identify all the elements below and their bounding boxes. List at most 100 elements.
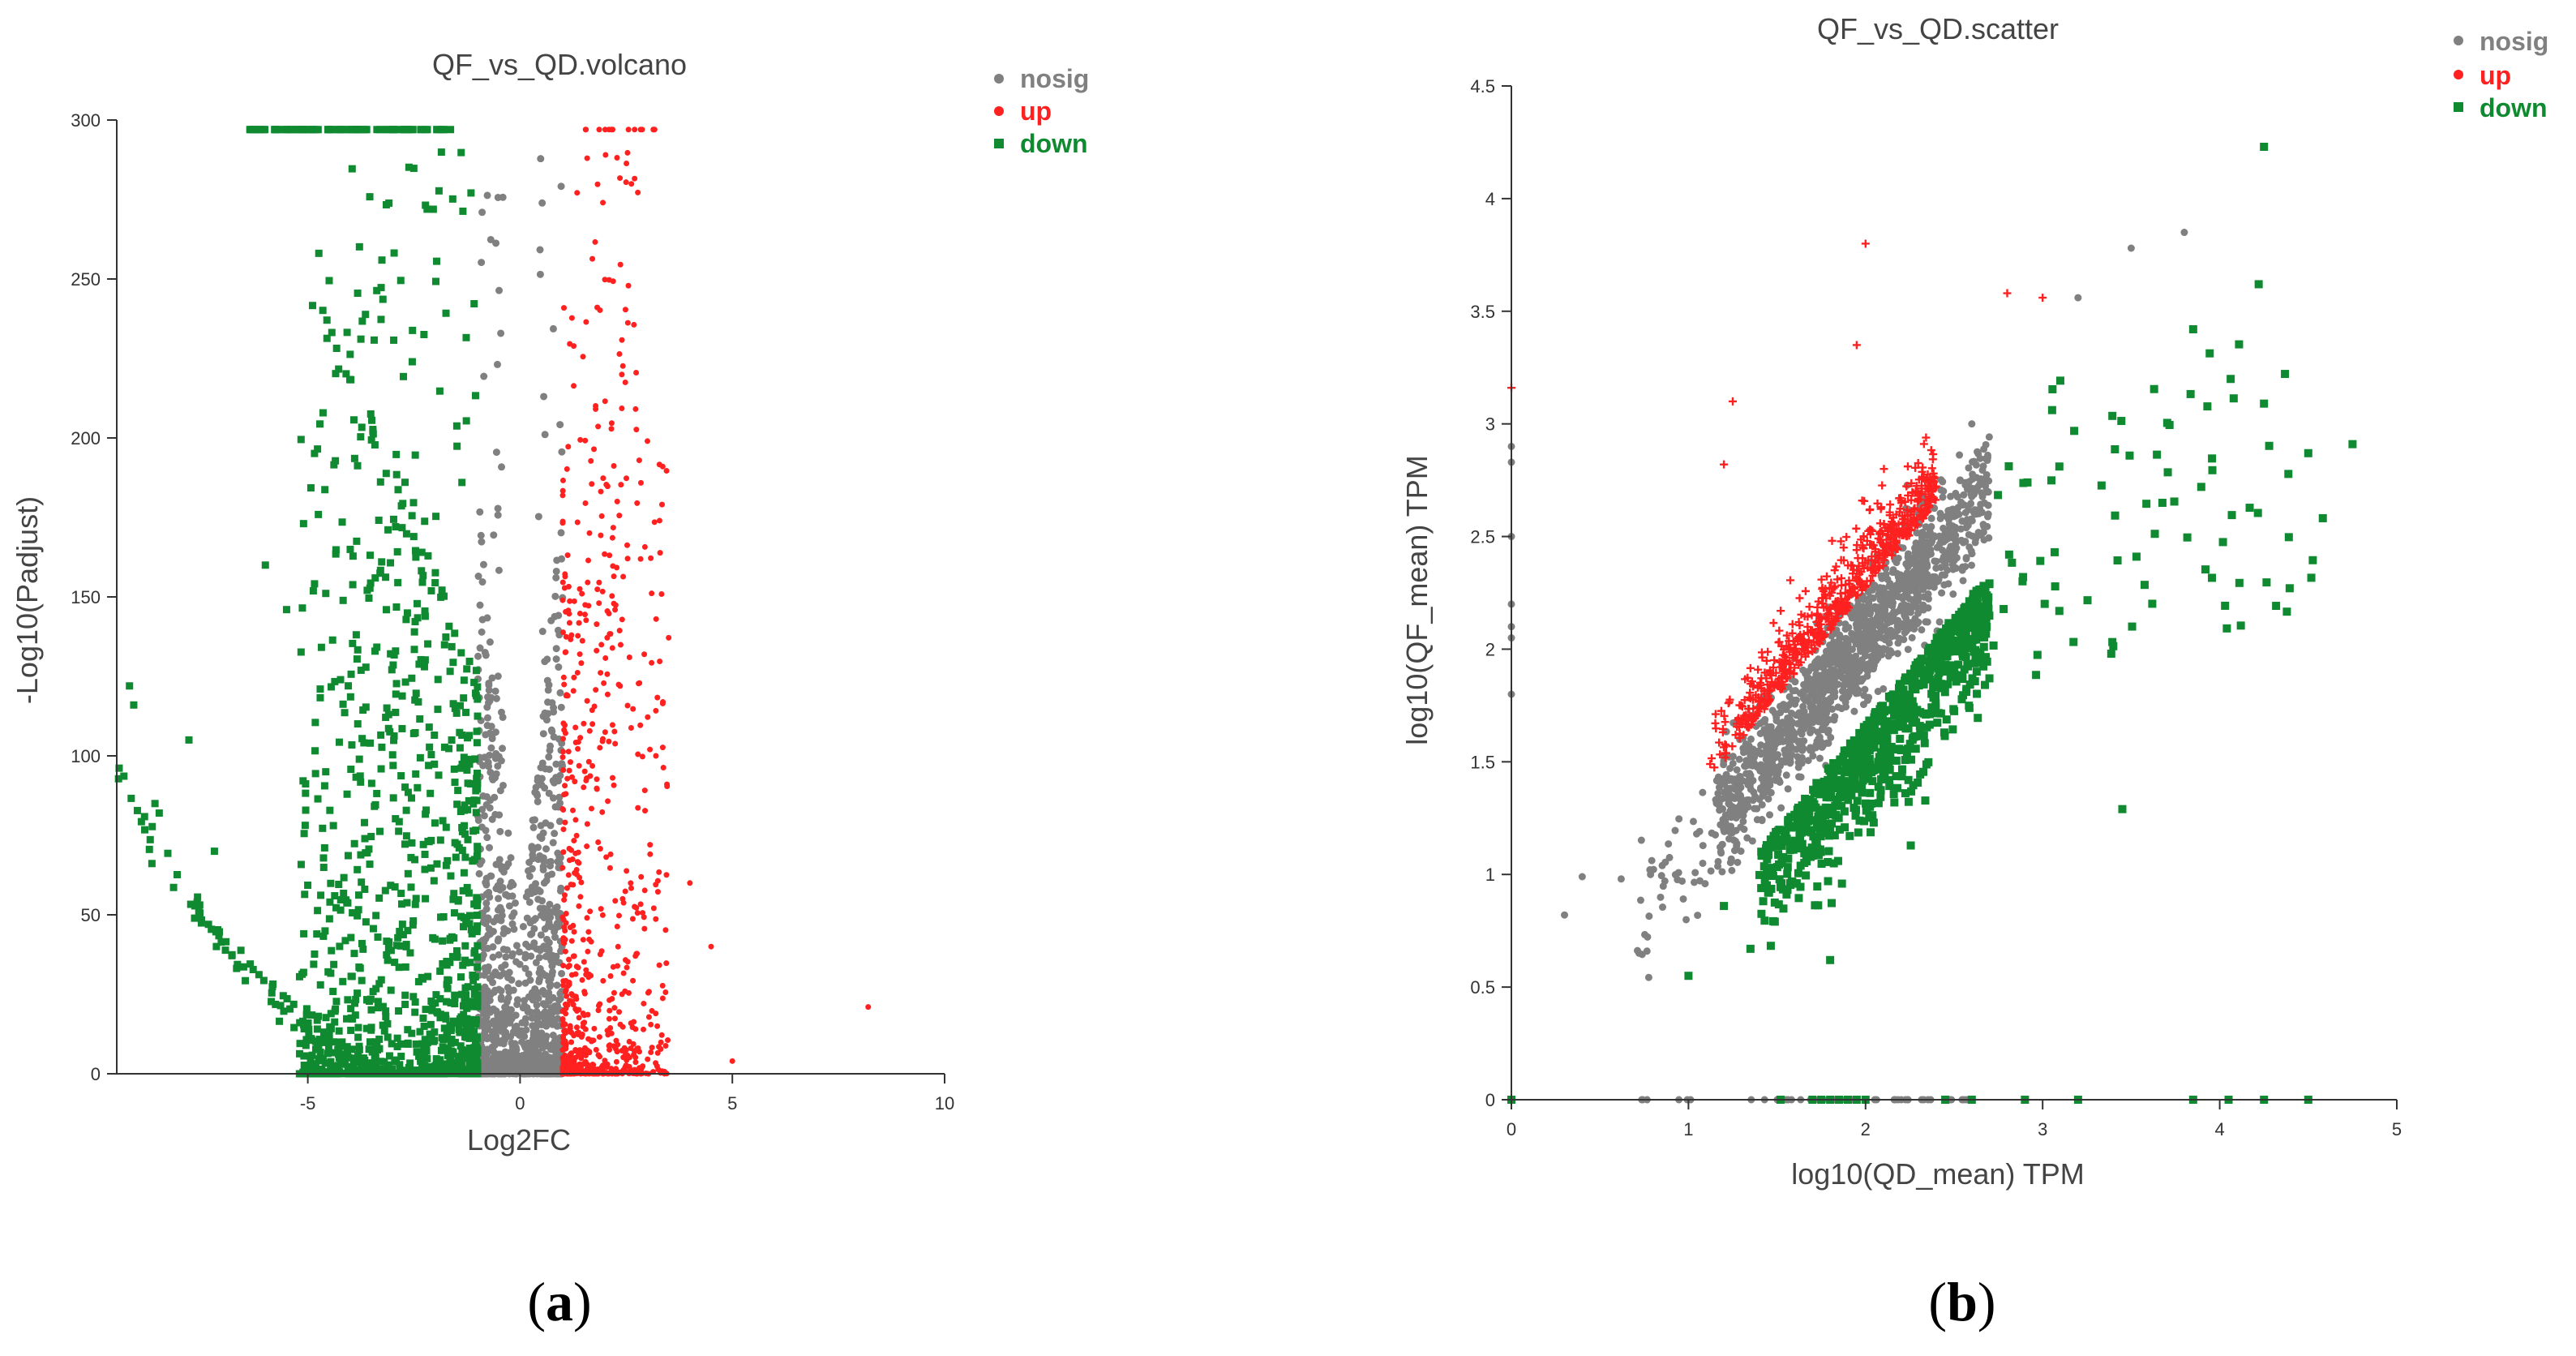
- scatter-point-nosig: [1798, 759, 1806, 767]
- volcano-point-down: [361, 835, 369, 843]
- volcano-point-down: [367, 779, 375, 787]
- scatter-point-nosig: [1886, 580, 1894, 588]
- volcano-point-up: [641, 887, 648, 894]
- volcano-point-down: [332, 457, 340, 465]
- scatter-point-nosig: [1777, 709, 1785, 717]
- volcano-point-down: [377, 284, 385, 292]
- volcano-point-up: [582, 437, 589, 444]
- volcano-point-up: [620, 970, 627, 976]
- volcano-point-up: [614, 564, 620, 571]
- volcano-point-down: [366, 193, 374, 201]
- volcano-point-up: [575, 849, 581, 856]
- volcano-point-up: [581, 990, 588, 997]
- scatter-point-nosig: [1634, 946, 1642, 955]
- volcano-point-down: [356, 126, 364, 134]
- volcano-point-up: [606, 738, 612, 745]
- volcano-point-up: [576, 586, 583, 592]
- volcano-point-down: [473, 1033, 481, 1041]
- volcano-point-down: [375, 1045, 384, 1053]
- volcano-point-down: [473, 775, 481, 783]
- volcano-point-up: [654, 1049, 661, 1056]
- volcano-point-down: [414, 697, 422, 706]
- volcano-point-up: [624, 149, 631, 156]
- volcano-point-down: [418, 126, 426, 134]
- volcano-point-down: [255, 971, 263, 979]
- volcano-point-down: [384, 1033, 392, 1041]
- volcano-point-up: [606, 865, 613, 871]
- volcano-point-up: [568, 972, 575, 978]
- scatter-point-nosig: [1936, 509, 1944, 517]
- volcano-point-up: [581, 720, 587, 727]
- volcano-point-down: [431, 1036, 439, 1045]
- volcano-point-down: [452, 709, 461, 717]
- volcano-point-down: [469, 972, 477, 980]
- volcano-point-down: [374, 933, 382, 941]
- volcano-point-down: [426, 743, 434, 751]
- volcano-point-up: [599, 588, 606, 594]
- scatter-point-nosig: [1828, 705, 1837, 713]
- volcano-point-down: [345, 1053, 353, 1062]
- volcano-point-down: [155, 809, 163, 817]
- volcano-point-down: [425, 762, 433, 770]
- scatter-point-nosig: [1980, 499, 1988, 507]
- volcano-point-down: [376, 566, 384, 574]
- volcano-point-nosig: [490, 531, 498, 539]
- scatter-point-nosig: [1561, 911, 1569, 919]
- volcano-point-up: [564, 993, 570, 999]
- volcano-point-up: [611, 462, 617, 469]
- volcano-point-down: [395, 827, 403, 835]
- volcano-point-nosig: [534, 886, 542, 894]
- volcano-point-down: [456, 744, 464, 752]
- volcano-point-up: [598, 906, 604, 912]
- volcano-point-up: [585, 579, 591, 586]
- volcano-point-up: [591, 446, 598, 453]
- volcano-point-down: [299, 520, 307, 528]
- volcano-point-down: [385, 1052, 393, 1060]
- volcano-point-down: [474, 924, 482, 932]
- volcano-point-down: [127, 794, 135, 802]
- volcano-point-nosig: [518, 1038, 526, 1046]
- volcano-point-nosig: [522, 1026, 530, 1034]
- volcano-point-down: [332, 344, 341, 352]
- volcano-point-down: [342, 896, 350, 904]
- scatter-point-nosig: [1841, 625, 1849, 633]
- scatter-point-nosig: [1822, 719, 1830, 727]
- volcano-point-down: [438, 586, 446, 594]
- scatter-point-nosig: [1949, 590, 1957, 599]
- volcano-point-down: [297, 436, 305, 444]
- scatter-point-nosig: [1937, 564, 1945, 572]
- volcano-point-up: [562, 948, 568, 955]
- volcano-point-down: [458, 827, 466, 835]
- volcano-point-down: [146, 835, 154, 843]
- volcano-point-nosig: [476, 601, 484, 609]
- volcano-point-down: [463, 665, 471, 673]
- volcano-point-up: [603, 854, 610, 860]
- volcano-points: [114, 126, 872, 1078]
- volcano-point-nosig: [505, 902, 513, 910]
- volcano-point-down: [412, 689, 420, 697]
- volcano-point-down: [409, 729, 418, 737]
- volcano-point-down: [347, 933, 355, 942]
- volcano-point-up: [568, 1039, 575, 1045]
- volcano-point-nosig: [546, 742, 555, 750]
- scatter-point-nosig: [1896, 571, 1904, 579]
- volcano-point-up: [602, 551, 608, 557]
- volcano-point-down: [457, 990, 465, 998]
- volcano-point-down: [384, 1061, 392, 1069]
- volcano-point-down: [398, 524, 406, 532]
- volcano-point-nosig: [502, 953, 510, 961]
- scatter-point-nosig: [1797, 714, 1805, 722]
- volcano-point-up: [563, 649, 569, 655]
- volcano-point-down: [308, 1051, 316, 1059]
- volcano-point-nosig: [554, 919, 562, 927]
- volcano-point-down: [411, 617, 419, 625]
- volcano-point-down: [351, 999, 359, 1007]
- legend-up-label: up: [1020, 97, 1052, 126]
- volcano-point-down: [298, 970, 306, 978]
- volcano-point-down: [404, 1026, 412, 1034]
- volcano-point-down: [443, 981, 451, 989]
- volcano-point-up: [645, 714, 651, 720]
- volcano-point-down: [396, 928, 404, 936]
- volcano-point-down: [344, 996, 352, 1004]
- volcano-point-up: [589, 721, 596, 727]
